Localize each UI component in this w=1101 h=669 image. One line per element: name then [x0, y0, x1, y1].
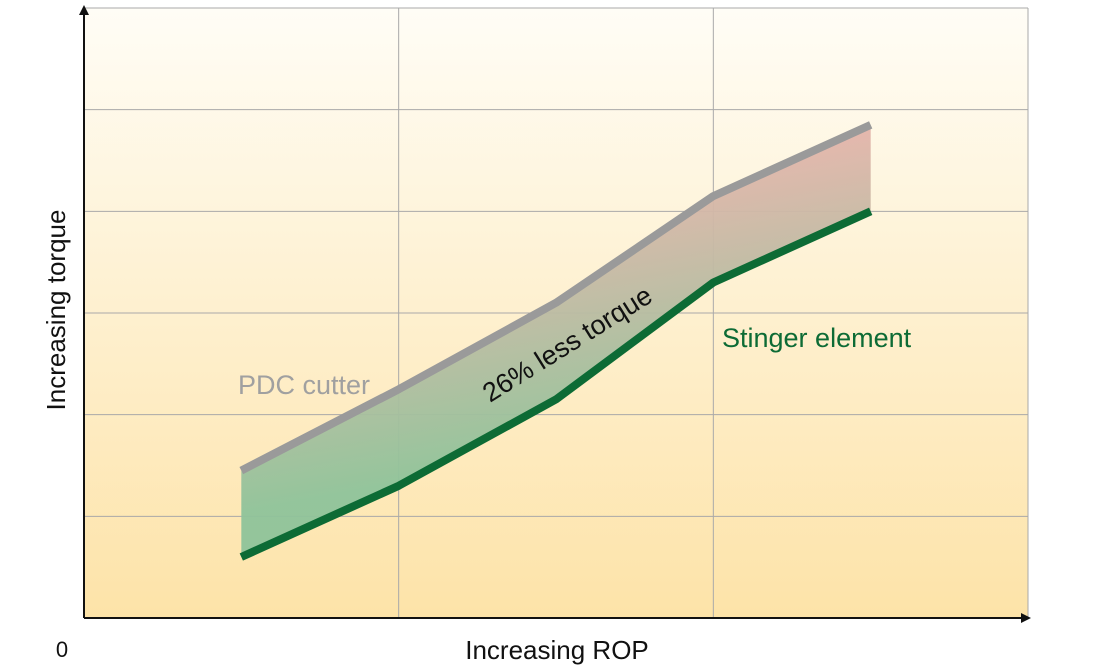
series-label-pdc-cutter: PDC cutter — [238, 370, 370, 400]
y-axis-label: Increasing torque — [41, 210, 71, 411]
series-label-stinger-element: Stinger element — [722, 323, 912, 353]
series-line-pdc-cutter — [239, 121, 873, 475]
origin-label: 0 — [56, 637, 68, 662]
series-line-stinger-element — [239, 207, 873, 561]
torque-difference-band — [241, 84, 871, 558]
x-axis-label: Increasing ROP — [465, 635, 649, 665]
